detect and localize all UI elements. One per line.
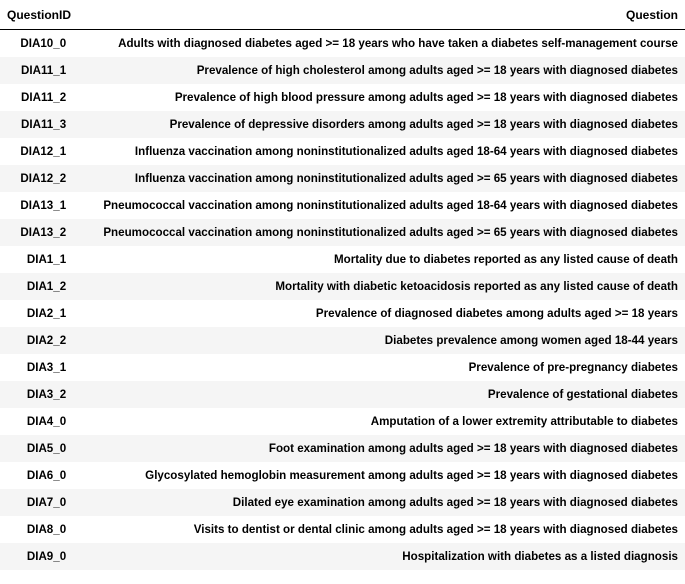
question-text-cell: Prevalence of diagnosed diabetes among a… — [315, 307, 678, 320]
question-id-cell: DIA5_0 — [26, 442, 67, 455]
question-id-cell: DIA8_0 — [26, 523, 67, 536]
question-text-cell: Adults with diagnosed diabetes aged >= 1… — [118, 37, 678, 50]
question-text-cell: Diabetes prevalence among women aged 18-… — [384, 334, 678, 347]
table-row: DIA10_0 Adults with diagnosed diabetes a… — [0, 29, 685, 57]
question-text-cell: Prevalence of gestational diabetes — [487, 388, 678, 401]
table-row: DIA3_1 Prevalence of pre-pregnancy diabe… — [0, 354, 685, 381]
question-id-cell: DIA11_2 — [21, 91, 67, 104]
question-id-cell: DIA13_1 — [20, 199, 67, 212]
question-text-cell: Foot examination among adults aged >= 18… — [268, 442, 678, 455]
question-text-cell: Visits to dentist or dental clinic among… — [193, 523, 678, 536]
table-row: DIA6_0 Glycosylated hemoglobin measureme… — [0, 462, 685, 489]
table-row: DIA13_2 Pneumococcal vaccination among n… — [0, 219, 685, 246]
question-id-cell: DIA11_1 — [21, 64, 67, 77]
question-table: QuestionID Question DIA10_0 Adults with … — [0, 0, 685, 570]
table-row: DIA4_0 Amputation of a lower extremity a… — [0, 408, 685, 435]
question-text-cell: Mortality with diabetic ketoacidosis rep… — [275, 280, 678, 293]
table-row: DIA5_0 Foot examination among adults age… — [0, 435, 685, 462]
question-id-cell: DIA2_2 — [26, 334, 67, 347]
question-id-cell: DIA13_2 — [20, 226, 67, 239]
question-id-cell: DIA1_2 — [26, 280, 67, 293]
question-id-cell: DIA7_0 — [26, 496, 67, 509]
table-row: DIA1_2 Mortality with diabetic ketoacido… — [0, 273, 685, 300]
column-header-questionid: QuestionID — [0, 0, 81, 30]
table-row: DIA12_2 Influenza vaccination among noni… — [0, 165, 685, 192]
question-id-cell: DIA2_1 — [26, 307, 67, 320]
question-text-cell: Prevalence of high blood pressure among … — [174, 91, 678, 104]
table-row: DIA3_2 Prevalence of gestational diabete… — [0, 381, 685, 408]
question-text-cell: Pneumococcal vaccination among noninstit… — [103, 226, 678, 239]
question-id-cell: DIA12_1 — [20, 145, 67, 158]
table-row: DIA13_1 Pneumococcal vaccination among n… — [0, 192, 685, 219]
table-row: DIA2_1 Prevalence of diagnosed diabetes … — [0, 300, 685, 327]
question-id-cell: DIA3_2 — [26, 388, 67, 401]
table-row: DIA8_0 Visits to dentist or dental clini… — [0, 516, 685, 543]
question-id-cell: DIA1_1 — [26, 253, 67, 266]
question-id-cell: DIA4_0 — [26, 415, 67, 428]
question-text-cell: Prevalence of high cholesterol among adu… — [196, 64, 678, 77]
question-id-cell: DIA6_0 — [26, 469, 67, 482]
question-id-cell: DIA10_0 — [20, 37, 67, 50]
question-text-cell: Hospitalization with diabetes as a liste… — [402, 550, 678, 563]
table-row: DIA11_1 Prevalence of high cholesterol a… — [0, 57, 685, 84]
column-header-question: Question — [80, 0, 685, 30]
question-text-cell: Influenza vaccination among noninstituti… — [134, 172, 678, 185]
question-text-cell: Influenza vaccination among noninstituti… — [134, 145, 678, 158]
question-text-cell: Dilated eye examination among adults age… — [232, 496, 678, 509]
table-row: DIA11_3 Prevalence of depressive disorde… — [0, 111, 685, 138]
question-id-cell: DIA9_0 — [26, 550, 67, 563]
question-text-cell: Amputation of a lower extremity attribut… — [370, 415, 678, 428]
question-text-cell: Glycosylated hemoglobin measurement amon… — [145, 469, 678, 482]
question-id-cell: DIA3_1 — [26, 361, 67, 374]
table-row: DIA11_2 Prevalence of high blood pressur… — [0, 84, 685, 111]
table-row: DIA1_1 Mortality due to diabetes reporte… — [0, 246, 685, 273]
table-row: DIA12_1 Influenza vaccination among noni… — [0, 138, 685, 165]
question-text-cell: Prevalence of pre-pregnancy diabetes — [468, 361, 678, 374]
question-text-cell: Prevalence of depressive disorders among… — [169, 118, 678, 131]
question-text-cell: Pneumococcal vaccination among noninstit… — [103, 199, 678, 212]
table-row: DIA2_2 Diabetes prevalence among women a… — [0, 327, 685, 354]
question-id-cell: DIA11_3 — [21, 118, 67, 131]
header-row: QuestionID Question — [0, 0, 685, 30]
table-row: DIA9_0 Hospitalization with diabetes as … — [0, 543, 685, 570]
question-id-cell: DIA12_2 — [20, 172, 67, 185]
table-body: DIA10_0 Adults with diagnosed diabetes a… — [0, 29, 685, 570]
question-text-cell: Mortality due to diabetes reported as an… — [333, 253, 678, 266]
table-row: DIA7_0 Dilated eye examination among adu… — [0, 489, 685, 516]
